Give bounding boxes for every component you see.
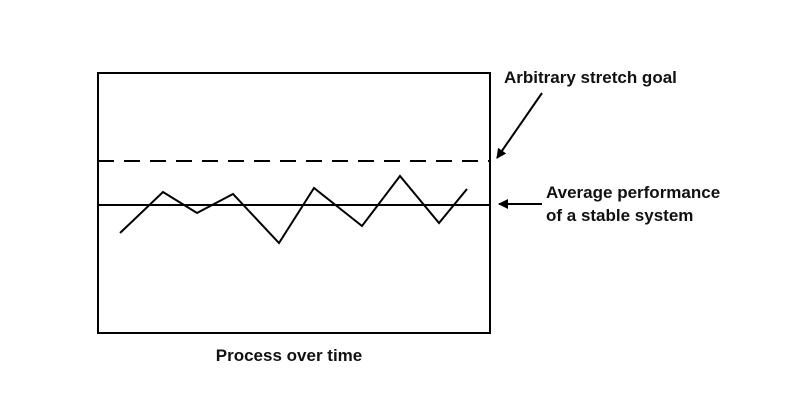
average-performance-label-line2: of a stable system bbox=[546, 206, 693, 225]
average-performance-label-line1: Average performance bbox=[546, 183, 720, 202]
stretch-goal-arrow bbox=[496, 92, 543, 159]
plot-frame bbox=[97, 72, 491, 334]
x-axis-caption: Process over time bbox=[216, 346, 362, 365]
process-variation-line bbox=[119, 174, 468, 245]
stretch-goal-label: Arbitrary stretch goal bbox=[504, 68, 677, 87]
